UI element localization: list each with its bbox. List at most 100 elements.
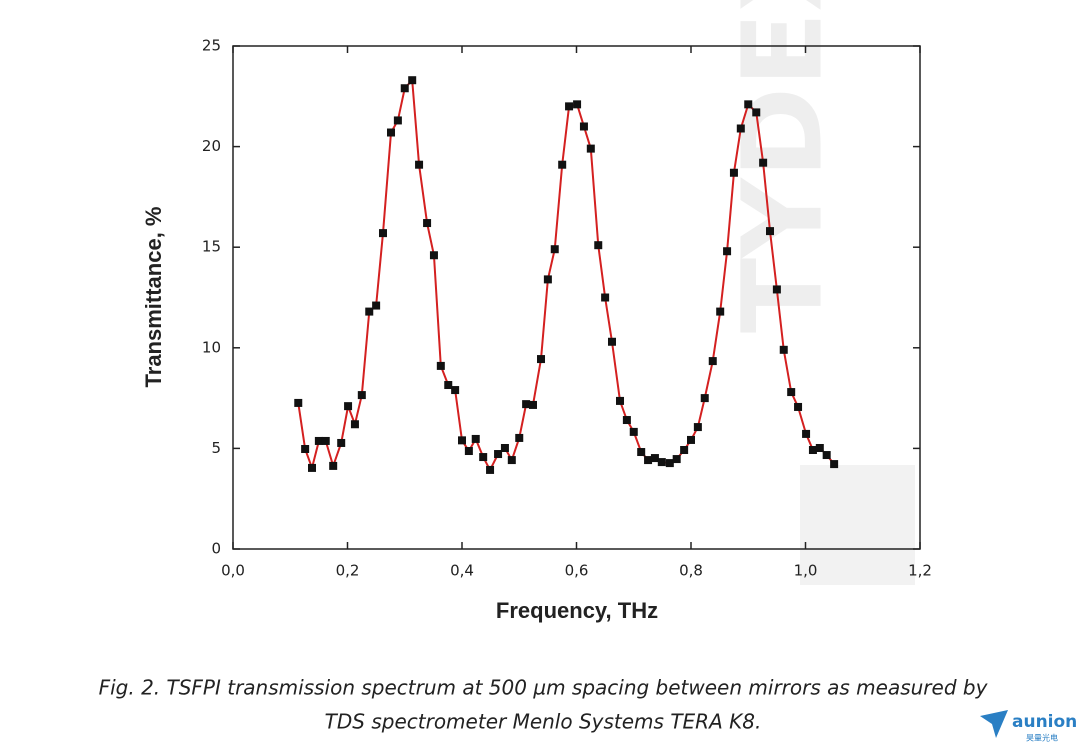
x-tick-label: 0,6 [565,562,589,580]
marker [301,445,310,454]
x-tick-label: 0,4 [450,562,474,580]
caption-line: TDS spectrometer Menlo Systems TERA K8. [325,710,762,734]
marker [400,84,409,93]
marker [436,361,445,370]
marker [650,454,659,463]
marker [308,463,317,472]
x-tick-label: 0,2 [336,562,360,580]
y-axis-label: Transmittance, % [141,207,166,388]
watermark: TYDEX [718,0,846,333]
marker [759,158,768,167]
marker [716,307,725,316]
marker [687,435,695,444]
marker [337,438,346,447]
marker [522,400,531,409]
marker [372,301,381,310]
marker [708,357,717,366]
marker [500,443,509,452]
marker [464,447,473,456]
marker [830,460,839,469]
marker [752,108,761,117]
marker [808,446,817,455]
marker [408,76,417,85]
marker [744,100,753,109]
marker [314,436,323,445]
x-tick-label: 0,8 [679,562,703,580]
marker [458,436,466,445]
x-axis-label: Frequency, THz [496,598,658,623]
marker [393,116,402,125]
marker [365,307,374,316]
marker [579,122,588,131]
marker [479,453,488,462]
marker [543,275,552,284]
marker [429,251,438,260]
marker [350,420,359,429]
marker [644,456,653,465]
marker [672,455,681,464]
y-tick-label: 5 [211,439,221,457]
marker [657,458,666,467]
marker [723,247,732,256]
x-tick-label: 1,2 [908,562,932,580]
marker [766,227,775,236]
y-tick-label: 15 [202,238,221,256]
marker [515,433,524,442]
marker [586,144,595,153]
x-tick-label: 1,0 [794,562,818,580]
marker [471,434,480,443]
marker [573,100,582,109]
marker [622,416,631,425]
marker [357,391,366,400]
marker [779,345,788,354]
caption-line: Fig. 2. TSFPI transmission spectrum at 5… [99,676,989,700]
marker [802,429,811,438]
marker [537,355,546,364]
y-tick-label: 20 [202,137,221,155]
marker [444,381,453,390]
marker [494,450,503,459]
marker [736,124,745,133]
marker [794,402,803,411]
marker [344,402,353,411]
marker [415,160,424,169]
marker [729,168,738,177]
marker [629,427,638,436]
marker [321,436,330,445]
marker [507,456,516,465]
marker [423,219,432,228]
marker [822,451,831,460]
marker [680,446,689,455]
logo-subtitle: 昊量光电 [1026,733,1058,743]
marker [486,465,495,474]
marker [665,459,674,468]
logo-icon [980,710,1008,738]
marker [700,394,709,403]
logo-name: aunion [1012,712,1077,732]
watermark-logo [800,465,915,585]
marker [451,386,460,395]
marker [329,461,338,470]
marker [616,396,625,405]
marker [558,160,567,169]
marker [772,285,781,294]
marker [550,245,559,254]
y-tick-label: 10 [202,338,221,356]
marker [565,102,574,111]
line [297,77,835,473]
marker [528,400,537,409]
marker [787,388,796,397]
y-tick-label: 25 [202,37,221,55]
marker [607,337,616,346]
marker [601,293,610,302]
marker [637,448,646,457]
marker [294,398,303,407]
marker [815,443,824,452]
marker [594,241,603,250]
x-tick-label: 0,0 [221,562,245,580]
marker [378,229,387,238]
marker [387,128,396,137]
y-tick-label: 0 [211,540,221,558]
marker [693,423,702,432]
